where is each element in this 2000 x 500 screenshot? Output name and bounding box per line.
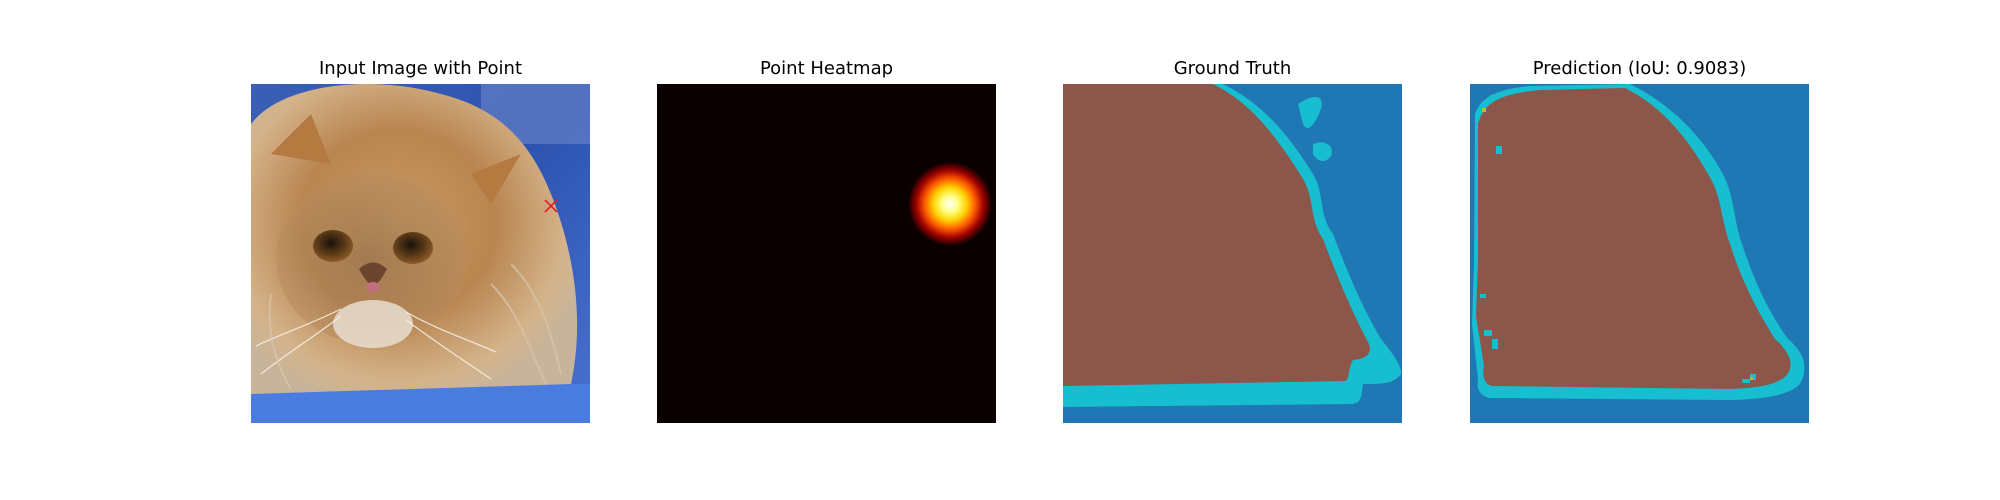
ground-truth-panel <box>1063 84 1402 423</box>
ground-truth-mask <box>1063 84 1402 423</box>
heatmap-blob <box>908 162 992 246</box>
panel-title-heatmap: Point Heatmap <box>759 58 894 79</box>
prediction-mask <box>1470 84 1809 423</box>
panel-title-input: Input Image with Point <box>318 58 523 79</box>
prediction-panel <box>1470 84 1809 423</box>
cat-photo <box>251 84 590 423</box>
point-marker <box>544 199 558 213</box>
heatmap-panel <box>657 84 996 423</box>
panel-title-prediction: Prediction (IoU: 0.9083) <box>1532 58 1747 79</box>
panel-title-ground-truth: Ground Truth <box>1173 58 1292 79</box>
input-image-panel <box>251 84 590 423</box>
heatmap-image <box>657 84 996 423</box>
